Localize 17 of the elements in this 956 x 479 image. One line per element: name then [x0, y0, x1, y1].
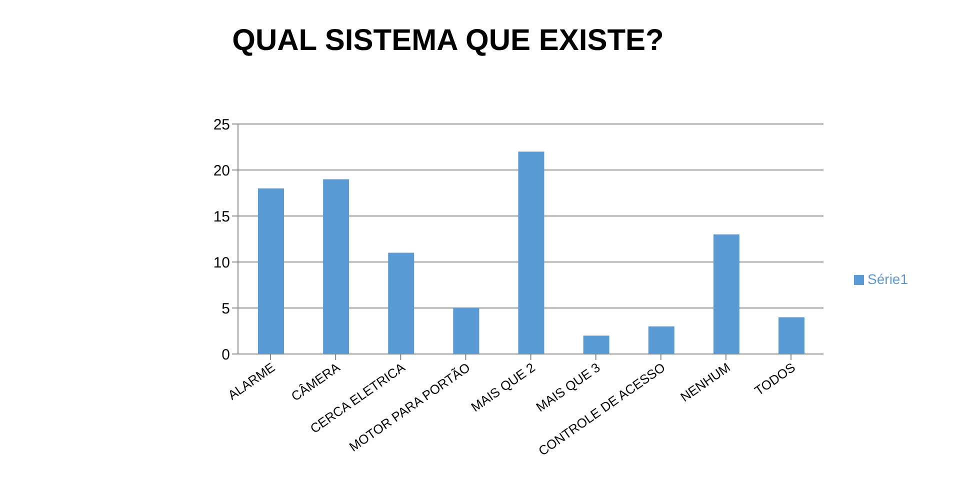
y-tick-label: 0	[222, 346, 230, 364]
y-tick-label: 5	[222, 300, 230, 318]
bar	[518, 152, 544, 354]
bar	[388, 252, 414, 354]
y-tick-label: 15	[213, 208, 230, 226]
y-tick-label: 10	[213, 254, 230, 272]
bar	[583, 336, 610, 354]
bar	[778, 317, 804, 354]
bar	[323, 179, 350, 354]
y-tick-label: 25	[213, 116, 230, 134]
bar	[453, 308, 480, 354]
bar	[258, 188, 284, 354]
chart-title: QUAL SISTEMA QUE EXISTE?	[231, 23, 665, 59]
y-tick-label: 20	[213, 162, 230, 180]
legend-label: Série1	[868, 271, 908, 287]
bar	[648, 326, 674, 354]
bar	[713, 234, 740, 354]
